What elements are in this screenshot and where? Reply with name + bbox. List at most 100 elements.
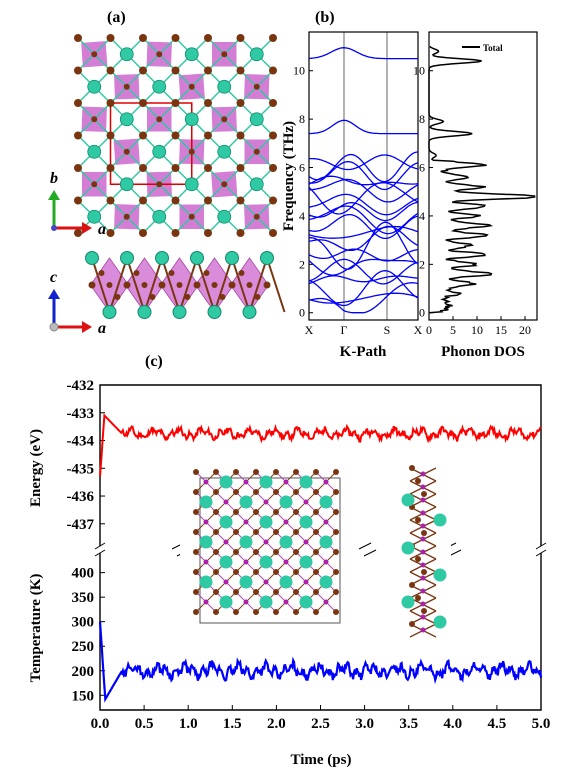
inset-anion-atom <box>293 589 299 595</box>
panel-b-label: (b) <box>315 9 335 26</box>
inset-supercell-top-view <box>180 462 350 640</box>
anion-atom <box>139 66 147 75</box>
time-tick-label: 1.0 <box>179 716 198 732</box>
anion-atom <box>236 164 245 172</box>
y-tick-label: 8 <box>299 112 305 126</box>
phonon-band <box>308 225 419 252</box>
center-atom <box>123 213 130 220</box>
metal-atom <box>249 112 264 127</box>
inset-center-atom <box>223 579 229 585</box>
x-tick-label: 20 <box>519 323 531 337</box>
energy-tick-label: -437 <box>67 517 95 533</box>
inset-anion-atom <box>253 529 259 535</box>
inset-anion-atom <box>233 609 239 615</box>
inset-metal-atom <box>259 555 273 569</box>
inset-anion-atom <box>273 529 279 535</box>
inset-anion-atom <box>273 469 279 475</box>
b-axis-arrowhead <box>48 190 60 200</box>
inset-center-atom <box>203 559 209 565</box>
anion-atom <box>171 229 180 237</box>
crystal-structure-side-view <box>85 251 286 319</box>
metal-atom <box>119 112 134 127</box>
anion-atom <box>236 66 245 75</box>
y-tick-label: 2 <box>299 257 305 271</box>
inset-anion-atom <box>313 549 319 555</box>
phonon-band <box>308 258 419 276</box>
phonon-band <box>308 275 419 285</box>
inset-anion-atom <box>233 589 239 595</box>
inset-anion-atom <box>333 489 339 495</box>
inset-side-anion <box>421 491 427 497</box>
anion-atom-side <box>88 281 96 289</box>
inset-anion-atom <box>253 469 259 475</box>
inset-metal-atom <box>219 515 233 529</box>
inset-metal-atom <box>299 555 313 569</box>
anion-atom <box>139 99 147 107</box>
metal-atom-side <box>172 305 187 319</box>
inset-center-atom <box>203 599 209 605</box>
bond-side <box>143 257 163 313</box>
inset-side-metal-atom <box>433 615 447 629</box>
anion-atom <box>204 99 212 107</box>
anion-atom <box>74 229 82 237</box>
inset-anion-atom <box>273 509 279 515</box>
center-atom-side <box>106 282 113 288</box>
metal-atom <box>249 177 264 192</box>
inset-anion-atom <box>193 569 199 575</box>
x-tick-label: 0 <box>426 323 432 337</box>
axis-triad-side: c a <box>48 269 106 337</box>
center-atom <box>253 148 260 155</box>
inset-anion-atom <box>213 509 219 515</box>
kpath-axis-title: K-Path <box>340 344 387 360</box>
center-atom <box>91 116 98 123</box>
inset-side-anion <box>415 556 421 562</box>
inset-center-atom <box>303 539 309 545</box>
a-axis-label-side: a <box>98 320 106 337</box>
bond-side <box>231 257 251 313</box>
inset-center-atom <box>263 499 269 505</box>
inset-center-atom <box>303 579 309 585</box>
inset-center-atom <box>203 479 209 485</box>
dos-legend-label: Total <box>483 43 503 53</box>
metal-atom-side <box>155 251 169 265</box>
metal-atom-side <box>225 251 239 265</box>
x-tick-label: S <box>384 323 391 337</box>
bond-side <box>178 257 198 313</box>
inset-side-center <box>420 497 426 503</box>
anion-atom <box>74 34 82 42</box>
anion-atom-side <box>238 270 245 276</box>
inset-side-anion <box>421 569 427 575</box>
center-atom-side <box>176 282 183 288</box>
anion-atom-side <box>168 270 175 276</box>
inset-anion-atom <box>253 509 259 515</box>
y-tick-label: 10 <box>413 64 425 78</box>
metal-atom <box>184 47 199 62</box>
inset-metal-atom <box>219 475 233 489</box>
unit-cell-outline <box>109 102 193 185</box>
inset-anion-atom <box>273 489 279 495</box>
temperature-tick-label: 200 <box>72 664 95 680</box>
metal-atom-side <box>85 251 99 265</box>
inset-metal-atom <box>279 575 293 589</box>
inset-side-center <box>420 614 426 620</box>
inset-anion-atom <box>333 529 339 535</box>
center-atom <box>156 116 163 123</box>
inset-side-center <box>420 549 426 555</box>
inset-center-atom <box>263 579 269 585</box>
inset-side-center <box>420 523 426 529</box>
anion-atom <box>171 34 180 42</box>
a-axis-arrowhead <box>82 222 92 234</box>
anion-atom <box>204 66 212 75</box>
frequency-axis-title: Frequency (THz) <box>281 121 297 231</box>
inset-metal-atom <box>319 535 333 549</box>
phonon-band <box>308 181 419 215</box>
inset-anion-atom <box>233 469 239 475</box>
inset-side-metal-atom <box>401 493 415 507</box>
center-atom <box>91 51 98 58</box>
inset-metal-atom <box>239 575 253 589</box>
anion-atom <box>139 196 147 205</box>
inset-anion-atom <box>273 609 279 615</box>
inset-anion-atom <box>273 589 279 595</box>
inset-metal-atom <box>219 595 233 609</box>
center-atom <box>91 181 98 188</box>
